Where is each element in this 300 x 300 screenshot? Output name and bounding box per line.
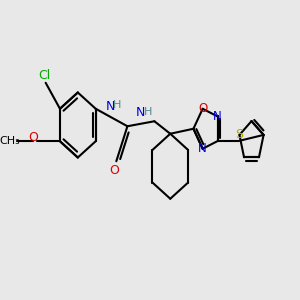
Text: O: O — [109, 164, 119, 177]
Text: Cl: Cl — [38, 69, 50, 82]
Text: N: N — [105, 100, 115, 113]
Text: CH₃: CH₃ — [0, 136, 20, 146]
Text: N: N — [198, 142, 207, 155]
Text: S: S — [236, 128, 243, 141]
Text: N: N — [213, 110, 222, 123]
Text: N: N — [136, 106, 146, 119]
Text: H: H — [144, 107, 152, 117]
Text: H: H — [113, 100, 121, 110]
Text: O: O — [198, 102, 207, 115]
Text: O: O — [28, 131, 38, 144]
